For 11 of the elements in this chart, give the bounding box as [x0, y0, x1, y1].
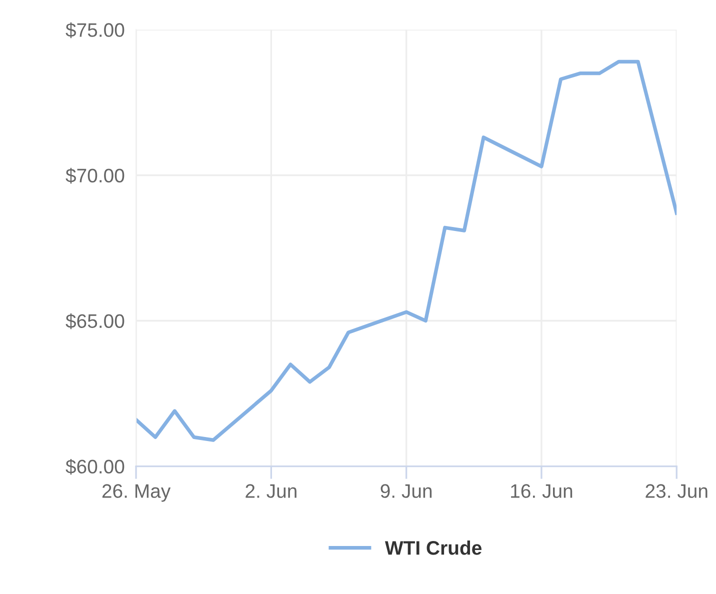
line-series: [136, 60, 677, 442]
x-tick-label: 23. Jun: [646, 484, 708, 498]
legend-label: WTI Crude: [384, 540, 482, 555]
x-tick-label: 9. Jun: [380, 484, 432, 498]
x-tick-label: 26. May: [102, 484, 171, 502]
y-tick-label: $75.00: [66, 22, 124, 38]
y-tick-label: $65.00: [66, 313, 124, 330]
x-tick-label: 2. Jun: [246, 484, 296, 498]
x-tick-label: 16. Jun: [511, 484, 572, 498]
y-tick-label: $60.00: [66, 458, 124, 475]
y-tick-label: $70.00: [66, 168, 124, 184]
